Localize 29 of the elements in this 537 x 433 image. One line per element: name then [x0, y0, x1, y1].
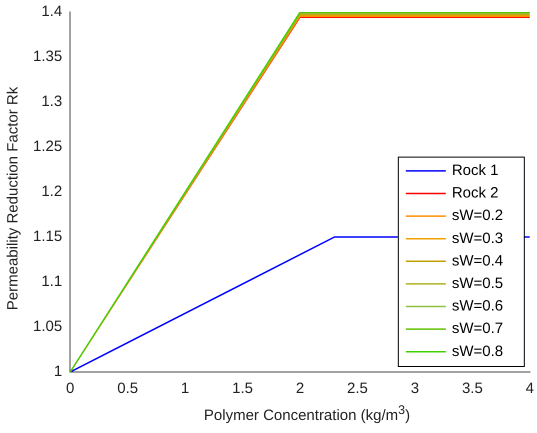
y-tick-label: 1.25	[32, 138, 62, 156]
x-tick-label: 3	[410, 380, 420, 398]
x-tick-label: 1	[180, 380, 190, 398]
x-tick-label: 1.5	[232, 380, 253, 398]
legend-label: sW=0.8	[452, 342, 504, 360]
x-tick-label: 0	[66, 380, 74, 398]
legend-label: Rock 2	[452, 184, 499, 202]
y-tick-label: 1.4	[41, 3, 62, 20]
x-tick-label: 4	[526, 380, 534, 398]
legend-label: Rock 1	[452, 162, 499, 180]
legend-label: sW=0.5	[452, 275, 504, 292]
y-tick-label: 1.35	[32, 48, 62, 66]
y-tick-label: 1.15	[32, 228, 62, 246]
x-tick-label: 2.5	[347, 380, 368, 398]
legend-label: sW=0.4	[452, 252, 504, 270]
y-axis-title: Permeability Reduction Factor Rk	[4, 86, 22, 312]
legend-label: sW=0.7	[452, 320, 504, 338]
y-tick-label: 1.3	[41, 93, 62, 110]
y-tick-label: 1	[54, 363, 62, 380]
legend-label: sW=0.3	[452, 230, 504, 247]
y-tick-label: 1.2	[41, 183, 62, 200]
x-tick-label: 3.5	[462, 380, 483, 398]
x-tick-label: 2	[296, 380, 304, 398]
y-tick-label: 1.1	[41, 273, 62, 290]
x-tick-label: 0.5	[117, 380, 138, 398]
y-tick-label: 1.05	[32, 318, 62, 336]
legend-label: sW=0.2	[452, 207, 504, 224]
x-axis-title: Polymer Concentration (kg/m$^{3}$)	[202, 403, 412, 424]
legend-label: sW=0.6	[452, 298, 504, 315]
